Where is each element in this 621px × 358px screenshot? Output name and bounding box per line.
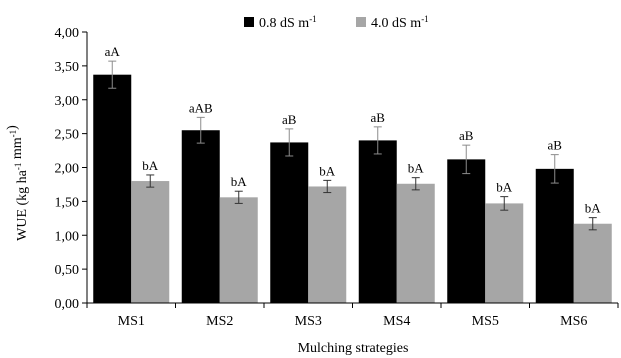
x-tick-label: MS4 [383,314,410,329]
significance-label: bA [319,163,336,178]
error-bars [108,60,597,231]
x-tick-label: MS6 [560,314,587,329]
x-tick-label: MS5 [472,314,499,329]
bar-low-salinity-ms6 [535,168,574,303]
significance-label: bA [231,174,248,189]
significance-label: bA [142,158,159,173]
bar-high-salinity-ms2 [219,197,258,303]
significance-label: bA [585,201,602,216]
x-tick-label: MS3 [295,314,322,329]
y-tick-label: 3,00 [55,94,80,109]
bar-high-salinity-ms5 [485,203,524,303]
y-tick-label: 0,00 [55,297,80,312]
bars [93,74,612,304]
bar-low-salinity-ms5 [447,159,486,303]
bar-low-salinity-ms3 [270,142,309,303]
legend-label: 0.8 dS m-1 [259,14,317,31]
bar-labels: aA aAB aB aB aB aB bA bA bA bA bA bA [105,44,602,216]
significance-label: aB [282,112,297,127]
legend-swatch [244,17,254,27]
bar-high-salinity-ms3 [308,186,347,303]
y-tick-label: 0,50 [55,263,80,278]
y-tick-label: 3,50 [55,60,80,75]
significance-label: aB [371,110,386,125]
y-tick-label: 1,50 [55,195,80,210]
y-tick-label: 1,00 [55,229,80,244]
significance-label: aB [548,138,563,153]
significance-label: aAB [189,100,213,115]
y-axis-ticks: 0,00 0,50 1,00 1,50 2,00 2,50 3,00 3,50 4,00 [55,26,87,312]
x-tick-label: MS1 [118,314,145,329]
x-axis-title: Mulching strategies [298,341,409,356]
significance-label: aA [105,44,121,59]
legend-swatch [356,17,366,27]
x-tick-label: MS2 [206,314,233,329]
bar-high-salinity-ms6 [573,223,612,303]
significance-label: bA [408,161,425,176]
bar-high-salinity-ms1 [131,181,170,303]
legend: 0.8 dS m-1 4.0 dS m-1 [244,14,429,31]
x-axis-ticks: MS1 MS2 MS3 MS4 MS5 MS6 [86,303,619,329]
significance-label: bA [496,180,513,195]
y-tick-label: 2,00 [55,162,80,177]
y-tick-label: 2,50 [55,128,80,143]
bar-low-salinity-ms1 [93,74,132,304]
y-axis-title: WUE (kg ha-1 mm-1) [5,125,30,241]
legend-label: 4.0 dS m-1 [371,14,429,31]
y-tick-label: 4,00 [55,26,80,41]
bar-high-salinity-ms4 [396,183,435,303]
bar-low-salinity-ms2 [181,130,220,303]
bar-low-salinity-ms4 [358,140,397,303]
significance-label: aB [459,128,474,143]
